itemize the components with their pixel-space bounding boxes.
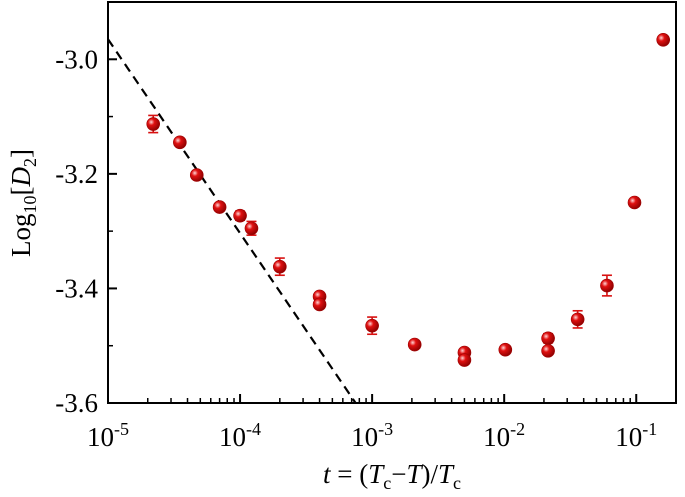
x-tick-label: 10-1 xyxy=(615,419,657,452)
x-tick-label: 10-3 xyxy=(351,419,393,452)
marker xyxy=(600,278,614,293)
marker xyxy=(233,208,247,223)
marker xyxy=(173,135,187,150)
data-point xyxy=(457,353,472,367)
fit-line-layer xyxy=(107,38,357,404)
marker xyxy=(407,337,422,352)
data-point xyxy=(244,220,259,236)
marker xyxy=(627,195,642,210)
data-point xyxy=(541,331,555,346)
x-tick-label: 10-4 xyxy=(219,419,261,452)
data-point xyxy=(570,309,585,329)
marker xyxy=(570,312,585,327)
marker xyxy=(541,331,555,346)
marker xyxy=(212,200,227,214)
data-point xyxy=(312,297,327,312)
data-point xyxy=(541,344,555,358)
marker xyxy=(656,33,671,47)
marker xyxy=(498,342,513,357)
marker xyxy=(146,117,161,131)
data-point xyxy=(600,274,614,297)
y-tick-label: -3.0 xyxy=(55,44,98,74)
data-point xyxy=(498,342,513,357)
marker xyxy=(273,259,287,274)
y-tick-label: -3.6 xyxy=(55,388,98,418)
x-tick-label: 10-2 xyxy=(483,419,525,452)
marker xyxy=(365,318,379,333)
y-axis-ticks: -3.0 -3.2 -3.4 -3.6 xyxy=(55,44,117,418)
data-point xyxy=(189,168,204,182)
marker xyxy=(541,344,555,358)
x-axis-title: t = (Tc−T)/Tc xyxy=(323,459,461,493)
data-point xyxy=(212,200,227,214)
fit-line xyxy=(107,38,357,404)
data-point xyxy=(407,337,422,352)
plot-frame xyxy=(107,1,677,404)
data-point xyxy=(146,114,161,134)
data-point xyxy=(656,33,671,47)
data-point xyxy=(627,195,642,210)
y-tick-label: -3.4 xyxy=(55,273,98,303)
marker xyxy=(189,168,204,182)
data-point xyxy=(173,135,187,150)
data-point xyxy=(273,257,287,277)
marker xyxy=(244,221,259,236)
x-tick-label: 10-5 xyxy=(87,419,129,452)
marker xyxy=(312,297,327,312)
x-axis-ticks: 10-5 10-4 10-3 10-2 10-1 xyxy=(87,394,677,452)
data-point xyxy=(365,316,379,336)
data-points-layer xyxy=(146,33,671,367)
y-axis-title: Log10[D2] xyxy=(6,149,40,257)
marker xyxy=(457,353,472,367)
y-tick-label: -3.2 xyxy=(55,159,98,189)
data-point xyxy=(233,208,247,223)
